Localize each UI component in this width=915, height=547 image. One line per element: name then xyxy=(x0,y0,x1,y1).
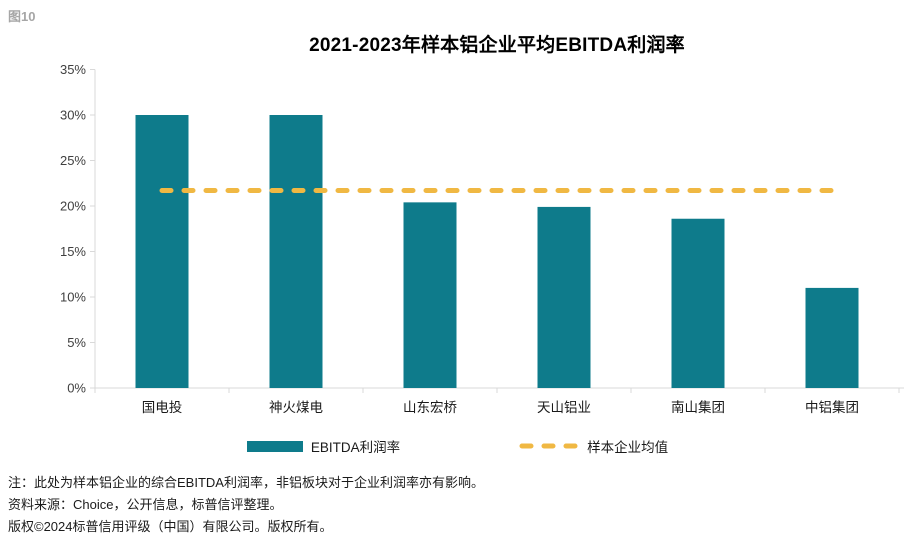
bar-中铝集团 xyxy=(805,287,859,388)
chart-note: 注：此处为样本铝企业的综合EBITDA利润率，非铝板块对于企业利润率亦有影响。 xyxy=(8,475,484,490)
legend-item-average: 样本企业均值 xyxy=(518,436,668,456)
bar-南山集团 xyxy=(671,218,725,388)
bar-山东宏桥 xyxy=(403,202,457,388)
y-axis-tick-label: 5% xyxy=(67,335,86,350)
x-axis-label: 南山集团 xyxy=(671,400,725,415)
x-axis-label: 天山铝业 xyxy=(537,400,591,415)
legend-dash-swatch xyxy=(519,443,578,449)
x-axis-label: 国电投 xyxy=(142,400,183,415)
legend-line-label: 样本企业均值 xyxy=(587,440,669,455)
y-axis-tick-label: 0% xyxy=(67,381,86,396)
chart-title: 2021-2023年样本铝企业平均EBITDA利润率 xyxy=(309,35,685,56)
x-axis-label: 中铝集团 xyxy=(805,400,859,415)
y-axis-tick-label: 15% xyxy=(60,244,86,259)
y-axis-tick-label: 30% xyxy=(60,108,86,123)
footnotes: 注：此处为样本铝企业的综合EBITDA利润率，非铝板块对于企业利润率亦有影响。 … xyxy=(8,472,484,538)
bar-国电投 xyxy=(135,115,189,388)
copyright-note: 版权©2024标普信用评级（中国）有限公司。版权所有。 xyxy=(8,519,333,534)
y-axis-tick-label: 10% xyxy=(60,290,86,305)
legend-bar-swatch xyxy=(246,440,303,452)
bar-天山铝业 xyxy=(537,206,591,388)
legend: EBITDA利润率 样本企业均值 xyxy=(0,436,915,456)
figure-number-label: 图10 xyxy=(8,9,36,24)
bar-chart-svg: 0% 5% 10% 15% 20% 25% 30% 35% 国电投 神火煤电 山东宏桥 天山铝业 南山集… xyxy=(60,62,904,415)
legend-bar-label: EBITDA利润率 xyxy=(310,440,401,455)
legend-item-ebitda: EBITDA利润率 xyxy=(246,436,401,456)
x-axis-label: 神火煤电 xyxy=(269,400,323,415)
y-axis-tick-label: 35% xyxy=(60,62,86,77)
y-axis-tick-label: 20% xyxy=(60,199,86,214)
y-axis-tick-label: 25% xyxy=(60,153,86,168)
bar-神火煤电 xyxy=(269,115,323,388)
x-axis-label: 山东宏桥 xyxy=(403,400,457,415)
source-note: 资料来源：Choice，公开信息，标普信评整理。 xyxy=(8,497,283,512)
